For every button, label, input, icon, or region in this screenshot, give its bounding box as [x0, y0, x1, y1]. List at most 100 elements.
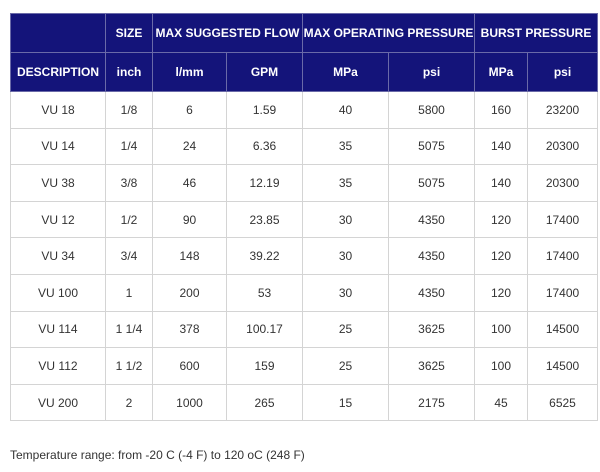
cell-burst-psi: 20300 — [527, 127, 598, 166]
header-blank-cell — [10, 13, 106, 53]
header-burst-pressure: BURST PRESSURE — [474, 13, 598, 53]
header-unit-lmm: l/mm — [152, 52, 227, 92]
cell-description: VU 100 — [10, 273, 106, 312]
cell-description: VU 38 — [10, 164, 106, 202]
header-unit-operating-mpa: MPa — [302, 52, 389, 92]
table-row: VU 38 3/8 46 12.19 35 5075 140 20300 — [10, 164, 598, 202]
cell-operating-psi: 2175 — [388, 383, 475, 422]
cell-operating-mpa: 25 — [302, 347, 389, 385]
cell-description: VU 200 — [10, 383, 106, 422]
cell-operating-psi: 4350 — [388, 273, 475, 312]
cell-burst-mpa: 160 — [474, 91, 528, 129]
header-group-row: SIZE MAX SUGGESTED FLOW MAX OPERATING PR… — [10, 13, 598, 53]
cell-burst-mpa: 120 — [474, 200, 528, 239]
cell-operating-mpa: 30 — [302, 273, 389, 312]
cell-operating-mpa: 30 — [302, 200, 389, 239]
header-description: DESCRIPTION — [10, 52, 106, 92]
cell-operating-psi: 5075 — [388, 127, 475, 166]
cell-flow-gpm: 12.19 — [226, 164, 303, 202]
table-row: VU 112 1 1/2 600 159 25 3625 100 14500 — [10, 347, 598, 385]
cell-size-inch: 1/8 — [105, 91, 153, 129]
header-unit-burst-psi: psi — [527, 52, 598, 92]
cell-flow-lmm: 90 — [152, 200, 227, 239]
cell-flow-lmm: 6 — [152, 91, 227, 129]
header-unit-gpm: GPM — [226, 52, 303, 92]
cell-flow-gpm: 100.17 — [226, 310, 303, 349]
cell-operating-psi: 5075 — [388, 164, 475, 202]
cell-size-inch: 1 1/4 — [105, 310, 153, 349]
cell-operating-mpa: 35 — [302, 127, 389, 166]
cell-operating-mpa: 40 — [302, 91, 389, 129]
cell-burst-mpa: 100 — [474, 310, 528, 349]
header-size: SIZE — [105, 13, 153, 53]
cell-flow-lmm: 1000 — [152, 383, 227, 422]
cell-burst-mpa: 120 — [474, 273, 528, 312]
cell-burst-psi: 17400 — [527, 273, 598, 312]
header-unit-operating-psi: psi — [388, 52, 475, 92]
header-max-operating-pressure: MAX OPERATING PRESSURE — [302, 13, 475, 53]
table-row: VU 34 3/4 148 39.22 30 4350 120 17400 — [10, 237, 598, 275]
cell-flow-lmm: 200 — [152, 273, 227, 312]
table-row: VU 114 1 1/4 378 100.17 25 3625 100 14500 — [10, 310, 598, 349]
temperature-range-note: Temperature range: from -20 C (-4 F) to … — [10, 448, 305, 462]
table-row: VU 18 1/8 6 1.59 40 5800 160 23200 — [10, 91, 598, 129]
cell-flow-lmm: 600 — [152, 347, 227, 385]
cell-size-inch: 1/4 — [105, 127, 153, 166]
cell-size-inch: 3/8 — [105, 164, 153, 202]
header-unit-burst-mpa: MPa — [474, 52, 528, 92]
cell-size-inch: 1/2 — [105, 200, 153, 239]
cell-description: VU 14 — [10, 127, 106, 166]
cell-size-inch: 1 1/2 — [105, 347, 153, 385]
cell-description: VU 12 — [10, 200, 106, 239]
cell-burst-mpa: 140 — [474, 164, 528, 202]
table-row: VU 12 1/2 90 23.85 30 4350 120 17400 — [10, 200, 598, 239]
cell-flow-gpm: 159 — [226, 347, 303, 385]
cell-size-inch: 2 — [105, 383, 153, 422]
cell-flow-lmm: 24 — [152, 127, 227, 166]
cell-operating-mpa: 15 — [302, 383, 389, 422]
cell-burst-mpa: 120 — [474, 237, 528, 275]
cell-size-inch: 3/4 — [105, 237, 153, 275]
table-row: VU 100 1 200 53 30 4350 120 17400 — [10, 273, 598, 312]
cell-operating-psi: 4350 — [388, 237, 475, 275]
cell-operating-mpa: 35 — [302, 164, 389, 202]
cell-burst-psi: 14500 — [527, 310, 598, 349]
cell-description: VU 114 — [10, 310, 106, 349]
cell-burst-mpa: 45 — [474, 383, 528, 422]
cell-flow-gpm: 39.22 — [226, 237, 303, 275]
cell-burst-mpa: 140 — [474, 127, 528, 166]
table-row: VU 200 2 1000 265 15 2175 45 6525 — [10, 383, 598, 422]
cell-operating-mpa: 30 — [302, 237, 389, 275]
cell-operating-psi: 3625 — [388, 347, 475, 385]
cell-flow-gpm: 23.85 — [226, 200, 303, 239]
cell-flow-gpm: 53 — [226, 273, 303, 312]
cell-burst-psi: 20300 — [527, 164, 598, 202]
cell-operating-psi: 5800 — [388, 91, 475, 129]
cell-burst-psi: 6525 — [527, 383, 598, 422]
cell-description: VU 112 — [10, 347, 106, 385]
cell-description: VU 18 — [10, 91, 106, 129]
header-units-row: DESCRIPTION inch l/mm GPM MPa psi MPa ps… — [10, 52, 598, 92]
cell-description: VU 34 — [10, 237, 106, 275]
cell-flow-gpm: 1.59 — [226, 91, 303, 129]
cell-flow-gpm: 265 — [226, 383, 303, 422]
cell-burst-psi: 14500 — [527, 347, 598, 385]
cell-operating-mpa: 25 — [302, 310, 389, 349]
cell-burst-mpa: 100 — [474, 347, 528, 385]
cell-flow-lmm: 46 — [152, 164, 227, 202]
header-max-suggested-flow: MAX SUGGESTED FLOW — [152, 13, 303, 53]
table-header: SIZE MAX SUGGESTED FLOW MAX OPERATING PR… — [10, 13, 598, 92]
cell-flow-lmm: 148 — [152, 237, 227, 275]
cell-size-inch: 1 — [105, 273, 153, 312]
cell-operating-psi: 3625 — [388, 310, 475, 349]
spec-table: SIZE MAX SUGGESTED FLOW MAX OPERATING PR… — [10, 13, 598, 422]
table-body: VU 18 1/8 6 1.59 40 5800 160 23200 VU 14 1/4 24 6.3… — [10, 91, 598, 422]
cell-flow-lmm: 378 — [152, 310, 227, 349]
cell-flow-gpm: 6.36 — [226, 127, 303, 166]
table-row: VU 14 1/4 24 6.36 35 5075 140 20300 — [10, 127, 598, 166]
header-unit-inch: inch — [105, 52, 153, 92]
cell-operating-psi: 4350 — [388, 200, 475, 239]
cell-burst-psi: 17400 — [527, 237, 598, 275]
cell-burst-psi: 17400 — [527, 200, 598, 239]
cell-burst-psi: 23200 — [527, 91, 598, 129]
